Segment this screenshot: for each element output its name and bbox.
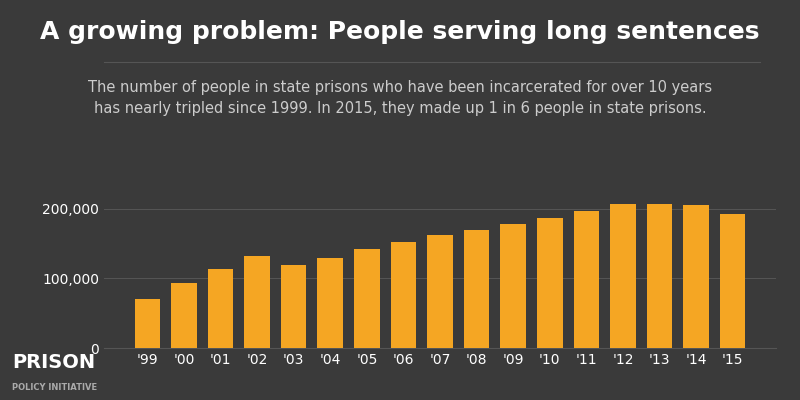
Bar bbox=[354, 248, 380, 348]
Bar bbox=[500, 224, 526, 348]
Text: The number of people in state prisons who have been incarcerated for over 10 yea: The number of people in state prisons wh… bbox=[88, 80, 712, 116]
Bar bbox=[171, 283, 197, 348]
Bar bbox=[318, 258, 343, 348]
Text: PRISON: PRISON bbox=[12, 353, 95, 372]
Bar bbox=[537, 218, 562, 348]
Bar bbox=[610, 204, 636, 348]
Bar bbox=[208, 269, 234, 348]
Bar bbox=[464, 230, 490, 348]
Text: A growing problem: People serving long sentences: A growing problem: People serving long s… bbox=[40, 20, 760, 44]
Bar bbox=[720, 214, 746, 348]
Bar bbox=[134, 299, 160, 348]
Bar bbox=[646, 204, 672, 348]
Bar bbox=[427, 235, 453, 348]
Text: POLICY INITIATIVE: POLICY INITIATIVE bbox=[12, 383, 97, 392]
Bar bbox=[574, 211, 599, 348]
Bar bbox=[281, 264, 306, 348]
Bar bbox=[390, 242, 416, 348]
Bar bbox=[683, 205, 709, 348]
Bar bbox=[244, 256, 270, 348]
